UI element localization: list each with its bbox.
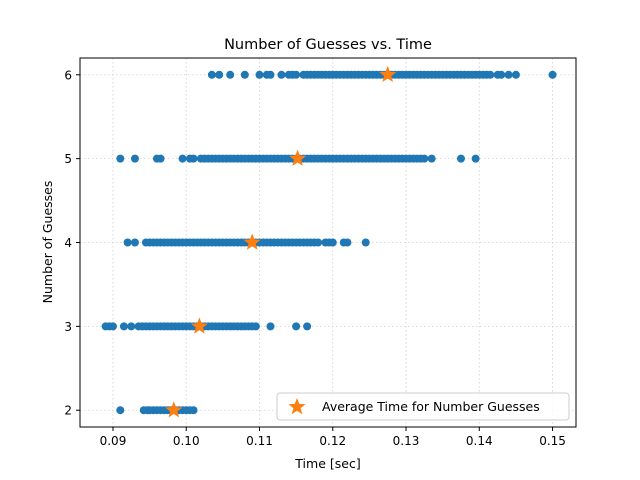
data-point — [292, 70, 301, 79]
data-point — [127, 322, 136, 331]
data-point — [240, 70, 249, 79]
data-point — [456, 154, 465, 163]
data-point — [420, 154, 429, 163]
data-point — [108, 322, 117, 331]
x-tick-label: 0.13 — [393, 434, 420, 448]
x-tick-label: 0.15 — [539, 434, 566, 448]
x-tick-label: 0.11 — [246, 434, 273, 448]
data-point — [251, 322, 260, 331]
data-point — [123, 238, 132, 247]
data-point — [328, 238, 337, 247]
data-point — [277, 70, 286, 79]
data-point — [116, 406, 125, 415]
data-point — [178, 154, 187, 163]
data-point — [343, 238, 352, 247]
data-point — [511, 70, 520, 79]
x-tick-label: 0.12 — [319, 434, 346, 448]
data-point — [226, 70, 235, 79]
data-point — [255, 70, 264, 79]
data-point — [207, 70, 216, 79]
data-point — [156, 154, 165, 163]
average-star-marker — [289, 149, 307, 166]
data-point — [130, 154, 139, 163]
average-markers — [165, 65, 397, 418]
data-point — [471, 154, 480, 163]
average-star-marker — [165, 401, 183, 418]
data-point — [303, 322, 312, 331]
y-tick-label: 2 — [64, 404, 72, 418]
data-point — [116, 154, 125, 163]
data-point — [266, 322, 275, 331]
data-point — [189, 406, 198, 415]
data-point — [189, 154, 198, 163]
x-tick-label: 0.10 — [173, 434, 200, 448]
legend: Average Time for Number Guesses — [276, 392, 570, 421]
y-tick-label: 3 — [64, 320, 72, 334]
data-point — [292, 322, 301, 331]
data-point — [548, 70, 557, 79]
y-tick-label: 4 — [64, 236, 72, 250]
average-star-marker — [243, 233, 261, 250]
y-axis-label: Number of Guesses — [40, 181, 55, 304]
y-axis-ticks: 2 3 4 5 6 — [64, 68, 80, 418]
y-tick-label: 6 — [64, 68, 72, 82]
average-star-marker — [379, 65, 397, 83]
y-tick-label: 5 — [64, 152, 72, 166]
average-star-marker — [190, 317, 208, 334]
x-axis-ticks: 0.09 0.10 0.11 0.12 0.13 0.14 0.15 — [100, 427, 566, 448]
x-tick-label: 0.09 — [100, 434, 127, 448]
chart-title: Number of Guesses vs. Time — [224, 37, 432, 53]
data-point — [266, 70, 275, 79]
legend-star-marker — [288, 398, 306, 415]
legend-box — [276, 392, 570, 421]
data-point — [119, 322, 128, 331]
data-point — [497, 70, 506, 79]
x-tick-label: 0.14 — [466, 434, 493, 448]
data-point — [130, 238, 139, 247]
data-point — [215, 70, 224, 79]
data-point — [361, 238, 370, 247]
x-axis-label: Time [sec] — [294, 456, 360, 471]
data-point — [427, 154, 436, 163]
legend-label: Average Time for Number Guesses — [322, 399, 540, 414]
data-point — [314, 238, 323, 247]
data-point — [504, 70, 513, 79]
data-point — [486, 70, 495, 79]
